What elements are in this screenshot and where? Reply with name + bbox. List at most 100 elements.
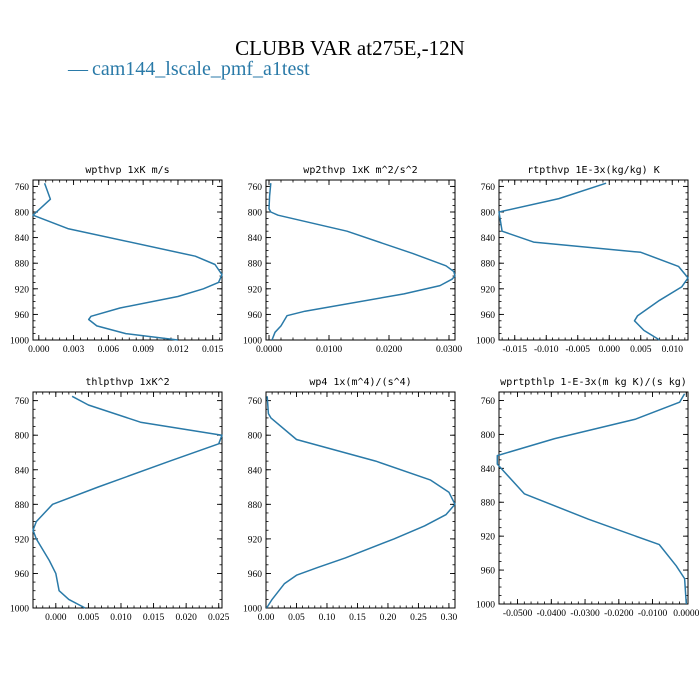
y-tick-label: 800 xyxy=(248,432,263,442)
panel-frame xyxy=(265,391,456,609)
y-tick-label: 920 xyxy=(248,285,263,295)
x-tick-label: 0.000 xyxy=(45,613,67,623)
series-line xyxy=(498,182,689,341)
x-tick-label: 0.010 xyxy=(662,345,684,355)
y-tick-label: 1000 xyxy=(10,337,29,347)
x-tick-label: -0.015 xyxy=(502,345,527,355)
y-tick-label: 920 xyxy=(481,533,496,543)
y-tick-label: 920 xyxy=(481,285,496,295)
y-tick-label: 760 xyxy=(481,397,496,407)
x-tick-label: 0.010 xyxy=(110,613,132,623)
x-tick-label: 0.015 xyxy=(202,345,224,355)
x-tick-label: 0.020 xyxy=(175,613,197,623)
y-tick-label: 800 xyxy=(15,432,30,442)
x-tick-label: 0.20 xyxy=(380,613,397,623)
y-tick-label: 880 xyxy=(248,501,263,511)
x-tick-label: 0.006 xyxy=(98,345,120,355)
x-tick-label: -0.0100 xyxy=(638,609,668,619)
panel-title: rtpthvp 1E-3x(kg/kg) K xyxy=(527,165,659,176)
y-tick-label: 960 xyxy=(481,311,496,321)
y-tick-label: 880 xyxy=(15,501,30,511)
y-tick-label: 760 xyxy=(481,183,496,193)
x-tick-label: -0.010 xyxy=(534,345,559,355)
x-tick-label: 0.25 xyxy=(410,613,427,623)
y-tick-label: 760 xyxy=(15,397,30,407)
y-tick-label: 960 xyxy=(15,570,30,580)
x-tick-label: -0.0300 xyxy=(570,609,600,619)
y-tick-label: 1000 xyxy=(476,337,495,347)
legend-series-label: cam144_lscale_pmf_a1test xyxy=(92,58,310,80)
series-line xyxy=(32,182,223,341)
y-tick-label: 1000 xyxy=(243,605,262,615)
y-tick-label: 880 xyxy=(481,499,496,509)
y-tick-label: 760 xyxy=(248,397,263,407)
series-line xyxy=(496,393,688,605)
panel-6: wprtpthlp 1-E-3x(m kg K)/(s kg) -0.0500 -0… xyxy=(476,377,700,619)
panel-5: wp4 1x(m^4)/(s^4) 0.00 0.05 0.10 0.15 0.20 0.2… xyxy=(243,377,457,623)
panel-frame xyxy=(498,391,689,605)
series-line xyxy=(265,396,456,609)
panel-4: thlpthvp 1xK^2 0.000 0.005 0.010 0.015 0.020 0… xyxy=(10,377,230,623)
y-tick-label: 760 xyxy=(15,183,30,193)
x-tick-label: 0.30 xyxy=(441,613,458,623)
y-tick-label: 1000 xyxy=(476,601,495,611)
y-tick-label: 960 xyxy=(248,311,263,321)
y-tick-label: 960 xyxy=(248,570,263,580)
x-tick-label: 0.000 xyxy=(599,345,621,355)
x-tick-label: 0.10 xyxy=(319,613,336,623)
figure-title: CLUBB VAR at275E,-12N xyxy=(235,36,465,60)
panel-title: thlpthvp 1xK^2 xyxy=(85,377,169,388)
y-tick-label: 920 xyxy=(248,535,263,545)
y-tick-label: 880 xyxy=(248,260,263,270)
y-tick-label: 1000 xyxy=(10,605,29,615)
x-tick-label: 0.15 xyxy=(349,613,366,623)
y-tick-label: 1000 xyxy=(243,337,262,347)
y-tick-label: 840 xyxy=(15,234,30,244)
y-tick-label: 920 xyxy=(15,285,30,295)
x-tick-label: 0.000 xyxy=(28,345,50,355)
series-line xyxy=(268,183,456,341)
y-tick-label: 920 xyxy=(15,535,30,545)
x-tick-label: 0.003 xyxy=(63,345,85,355)
panel-frame xyxy=(32,179,223,341)
panel-title: wpthvp 1xK m/s xyxy=(85,165,169,176)
x-tick-label: 0.0200 xyxy=(376,345,402,355)
x-tick-label: -0.0200 xyxy=(604,609,634,619)
y-tick-label: 960 xyxy=(481,567,496,577)
y-tick-label: 840 xyxy=(248,234,263,244)
y-tick-label: 840 xyxy=(481,465,496,475)
x-tick-label: 0.005 xyxy=(78,613,100,623)
panel-2: wp2thvp 1xK m^2/s^2 0.0000 0.0100 0.0200 0.0… xyxy=(243,165,462,355)
x-tick-label: 0.012 xyxy=(167,345,189,355)
x-tick-label: 0.015 xyxy=(143,613,165,623)
y-tick-label: 880 xyxy=(481,260,496,270)
y-tick-label: 800 xyxy=(481,209,496,219)
x-tick-label: 0.05 xyxy=(288,613,305,623)
x-tick-label: -0.0400 xyxy=(537,609,567,619)
panel-title: wp4 1x(m^4)/(s^4) xyxy=(309,377,411,388)
y-tick-label: 760 xyxy=(248,183,263,193)
x-tick-label: 0.025 xyxy=(208,613,230,623)
x-tick-label: 0.0000 xyxy=(673,609,699,619)
panel-title: wp2thvp 1xK m^2/s^2 xyxy=(303,165,417,176)
panel-title: wprtpthlp 1-E-3x(m kg K)/(s kg) xyxy=(500,377,687,388)
legend-line-marker: — xyxy=(68,58,88,80)
x-tick-label: 0.009 xyxy=(132,345,154,355)
y-tick-label: 800 xyxy=(481,431,496,441)
panel-frame xyxy=(32,391,223,609)
panel-1: wpthvp 1xK m/s 0.000 0.003 0.006 0.009 0.012 0… xyxy=(10,165,224,355)
y-tick-label: 840 xyxy=(248,466,263,476)
x-tick-label: -0.005 xyxy=(565,345,590,355)
y-tick-label: 880 xyxy=(15,260,30,270)
y-tick-label: 800 xyxy=(248,209,263,219)
y-tick-label: 800 xyxy=(15,209,30,219)
x-tick-label: 0.0100 xyxy=(316,345,342,355)
x-tick-label: -0.0500 xyxy=(503,609,533,619)
panel-3: rtpthvp 1E-3x(kg/kg) K -0.015 -0.010 -0.005… xyxy=(476,165,689,355)
panel-frame xyxy=(265,179,456,341)
legend: — cam144_lscale_pmf_a1test xyxy=(68,58,310,81)
x-tick-label: 0.0300 xyxy=(436,345,462,355)
x-tick-label: 0.005 xyxy=(630,345,652,355)
y-tick-label: 840 xyxy=(481,234,496,244)
